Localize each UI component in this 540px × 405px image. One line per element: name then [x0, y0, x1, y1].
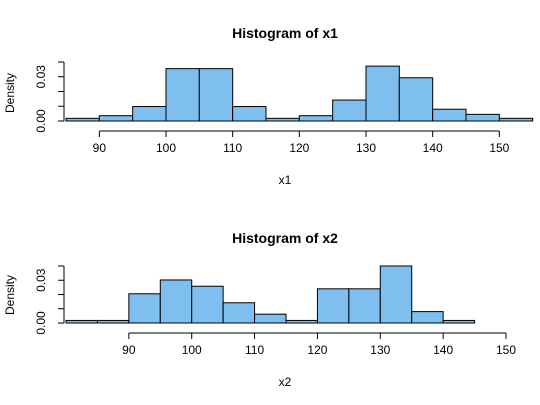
histogram-bar [65, 319, 98, 324]
chart-title: Histogram of x1 [232, 25, 338, 41]
y-axis: 0.00 0.03 [34, 61, 65, 133]
histogram-bar [498, 117, 534, 122]
histogram-bar [165, 68, 200, 122]
histogram-bar [398, 77, 434, 122]
histogram-x1: Histogram of x1 90 100 110 120 130 140 150 0.0… [3, 25, 534, 187]
x-tick-label: 120 [289, 141, 309, 155]
chart-title: Histogram of x2 [232, 230, 338, 246]
x-tick-label: 130 [370, 343, 390, 357]
histogram-x2: Histogram of x2 90 100 110 120 130 140 150 0.0… [3, 230, 516, 389]
histogram-bar [65, 117, 100, 122]
bar-group [65, 265, 476, 324]
y-tick-label: 0.03 [34, 268, 48, 292]
x-axis-label: x2 [279, 375, 292, 389]
histogram-bar [365, 65, 400, 122]
histogram-bar [128, 293, 161, 324]
x-axis: 90 100 110 120 130 140 150 [93, 130, 510, 155]
histogram-bar [379, 265, 413, 324]
x-tick-label: 140 [423, 141, 443, 155]
x-tick-label: 120 [307, 343, 327, 357]
histogram-bar [98, 115, 134, 122]
y-axis-label: Density [3, 275, 17, 315]
x-tick-label: 150 [489, 141, 509, 155]
x-axis-label: x1 [279, 173, 292, 187]
histogram-bar [442, 319, 476, 324]
histogram-bar [159, 279, 193, 324]
x-tick-label: 90 [93, 141, 107, 155]
histogram-bar [348, 288, 381, 324]
y-tick-label: 0.03 [34, 65, 48, 89]
histogram-bar [198, 68, 234, 122]
x-tick-label: 130 [356, 141, 376, 155]
histogram-bar [411, 311, 444, 324]
y-tick-label: 0.00 [34, 311, 48, 335]
histogram-bar [96, 319, 130, 324]
x-tick-label: 110 [223, 141, 242, 155]
x-tick-label: 110 [245, 343, 264, 357]
histogram-bar [298, 115, 334, 122]
histogram-bar [465, 113, 500, 122]
histogram-bar [432, 108, 467, 122]
x-tick-label: 90 [122, 343, 136, 357]
x-tick-label: 140 [433, 343, 453, 357]
histogram-bar [232, 106, 267, 122]
histogram-bar [285, 319, 318, 324]
histogram-bar [332, 99, 367, 122]
x-tick-label: 100 [182, 343, 202, 357]
histogram-bar [222, 302, 256, 324]
histogram-bar [191, 285, 224, 324]
histogram-bar [132, 106, 167, 122]
x-tick-label: 150 [496, 343, 516, 357]
x-axis: 90 100 110 120 130 140 150 [122, 332, 516, 357]
x-tick-label: 100 [156, 141, 176, 155]
histogram-bar [316, 288, 350, 324]
histogram-bar [265, 117, 300, 122]
y-tick-label: 0.00 [34, 109, 48, 133]
bar-group [65, 65, 534, 122]
y-axis-label: Density [3, 73, 17, 113]
y-axis: 0.00 0.03 [34, 265, 65, 335]
histogram-bar [254, 313, 287, 324]
